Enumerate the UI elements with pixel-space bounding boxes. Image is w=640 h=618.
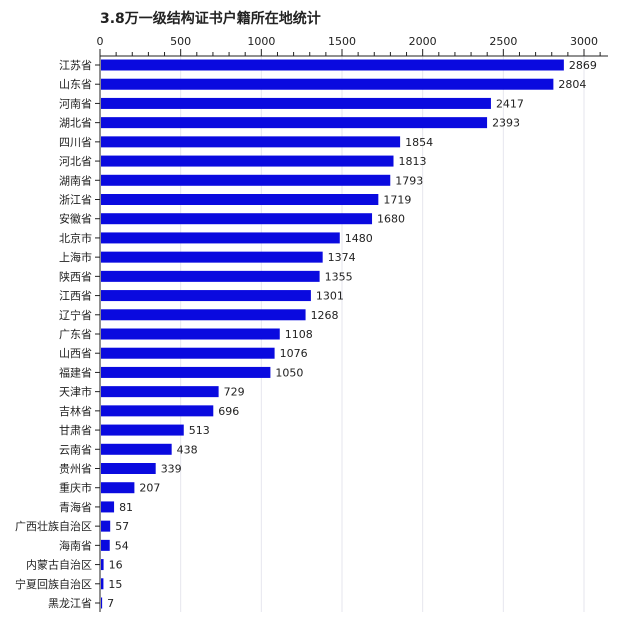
data-label: 2393 — [492, 117, 520, 130]
data-label: 1108 — [285, 328, 313, 341]
category-label: 青海省 — [59, 500, 92, 514]
bar — [101, 270, 320, 282]
bar — [101, 386, 219, 398]
data-label: 513 — [189, 424, 210, 437]
data-label: 1268 — [311, 309, 339, 322]
bar — [101, 117, 488, 129]
bar — [101, 520, 111, 532]
data-label: 7 — [107, 597, 114, 610]
bar — [101, 443, 172, 455]
data-label: 57 — [115, 520, 129, 533]
bar — [101, 309, 306, 321]
bar — [101, 501, 115, 513]
category-label: 山东省 — [59, 78, 92, 91]
data-label: 1374 — [328, 251, 356, 264]
data-label: 1480 — [345, 232, 373, 245]
bar — [101, 174, 391, 186]
category-label: 陕西省 — [59, 269, 92, 283]
bar — [101, 213, 373, 225]
category-label: 福建省 — [59, 365, 92, 379]
bar — [101, 347, 275, 359]
data-label: 16 — [109, 559, 123, 572]
bar — [101, 597, 103, 609]
category-label: 安徽省 — [59, 212, 92, 226]
bar — [101, 78, 554, 90]
category-label: 湖北省 — [59, 117, 92, 130]
data-label: 1793 — [395, 174, 423, 187]
category-label: 贵州省 — [59, 463, 92, 476]
x-tick-label: 3000 — [570, 35, 598, 48]
category-label: 湖南省 — [59, 174, 92, 187]
category-label: 重庆市 — [59, 481, 92, 495]
category-label: 天津市 — [59, 385, 92, 399]
category-label: 广西壮族自治区 — [15, 519, 92, 533]
bar — [101, 232, 340, 244]
bar — [101, 155, 394, 167]
category-label: 上海市 — [59, 250, 92, 264]
bar — [101, 559, 104, 571]
x-tick-label: 2500 — [489, 35, 517, 48]
data-label: 1301 — [316, 290, 344, 303]
bar — [101, 136, 401, 148]
bar — [101, 482, 135, 494]
category-label: 河北省 — [59, 155, 92, 168]
data-label: 729 — [224, 386, 245, 399]
bar — [101, 578, 104, 590]
bar — [101, 405, 214, 417]
bar — [101, 539, 110, 551]
x-tick-label: 0 — [97, 35, 104, 48]
category-label: 宁夏回族自治区 — [15, 577, 92, 591]
x-tick-label: 1000 — [247, 35, 275, 48]
data-label: 1050 — [275, 366, 303, 379]
bar — [101, 290, 311, 302]
data-label: 2417 — [496, 97, 524, 110]
data-label: 15 — [108, 578, 122, 591]
bar — [101, 59, 564, 71]
category-label: 四川省 — [59, 136, 92, 149]
category-label: 浙江省 — [59, 194, 92, 207]
category-label: 云南省 — [59, 443, 92, 456]
category-label: 海南省 — [59, 538, 92, 552]
data-label: 54 — [115, 539, 129, 552]
category-label: 江苏省 — [59, 59, 92, 72]
data-label: 1076 — [280, 347, 308, 360]
data-label: 696 — [218, 405, 239, 418]
x-tick-label: 500 — [170, 35, 191, 48]
bar — [101, 194, 379, 205]
category-label: 内蒙古自治区 — [26, 558, 92, 572]
category-label: 北京市 — [59, 231, 92, 245]
data-label: 2869 — [569, 59, 597, 72]
category-label: 河南省 — [59, 97, 92, 110]
bar — [101, 424, 184, 436]
data-label: 1854 — [405, 136, 433, 149]
category-label: 山西省 — [59, 347, 92, 360]
category-label: 黑龙江省 — [48, 597, 92, 610]
data-label: 1719 — [383, 194, 411, 207]
data-label: 438 — [177, 443, 198, 456]
x-tick-label: 1500 — [328, 35, 356, 48]
data-label: 81 — [119, 501, 133, 514]
bar — [101, 463, 156, 474]
bar — [101, 97, 491, 109]
data-label: 1813 — [398, 155, 426, 168]
bar — [101, 251, 323, 263]
chart-title: 3.8万一级结构证书户籍所在地统计 — [100, 11, 321, 27]
category-label: 辽宁省 — [59, 308, 92, 322]
data-label: 2804 — [558, 78, 586, 91]
bar — [101, 366, 271, 378]
data-label: 1680 — [377, 213, 405, 226]
category-label: 江西省 — [59, 290, 92, 303]
x-tick-label: 2000 — [409, 35, 437, 48]
data-label: 207 — [139, 482, 160, 495]
category-label: 吉林省 — [59, 404, 92, 418]
data-label: 339 — [161, 463, 182, 476]
category-label: 甘肃省 — [59, 424, 92, 437]
bar — [101, 328, 280, 340]
data-label: 1355 — [325, 270, 353, 283]
category-label: 广东省 — [59, 328, 92, 341]
